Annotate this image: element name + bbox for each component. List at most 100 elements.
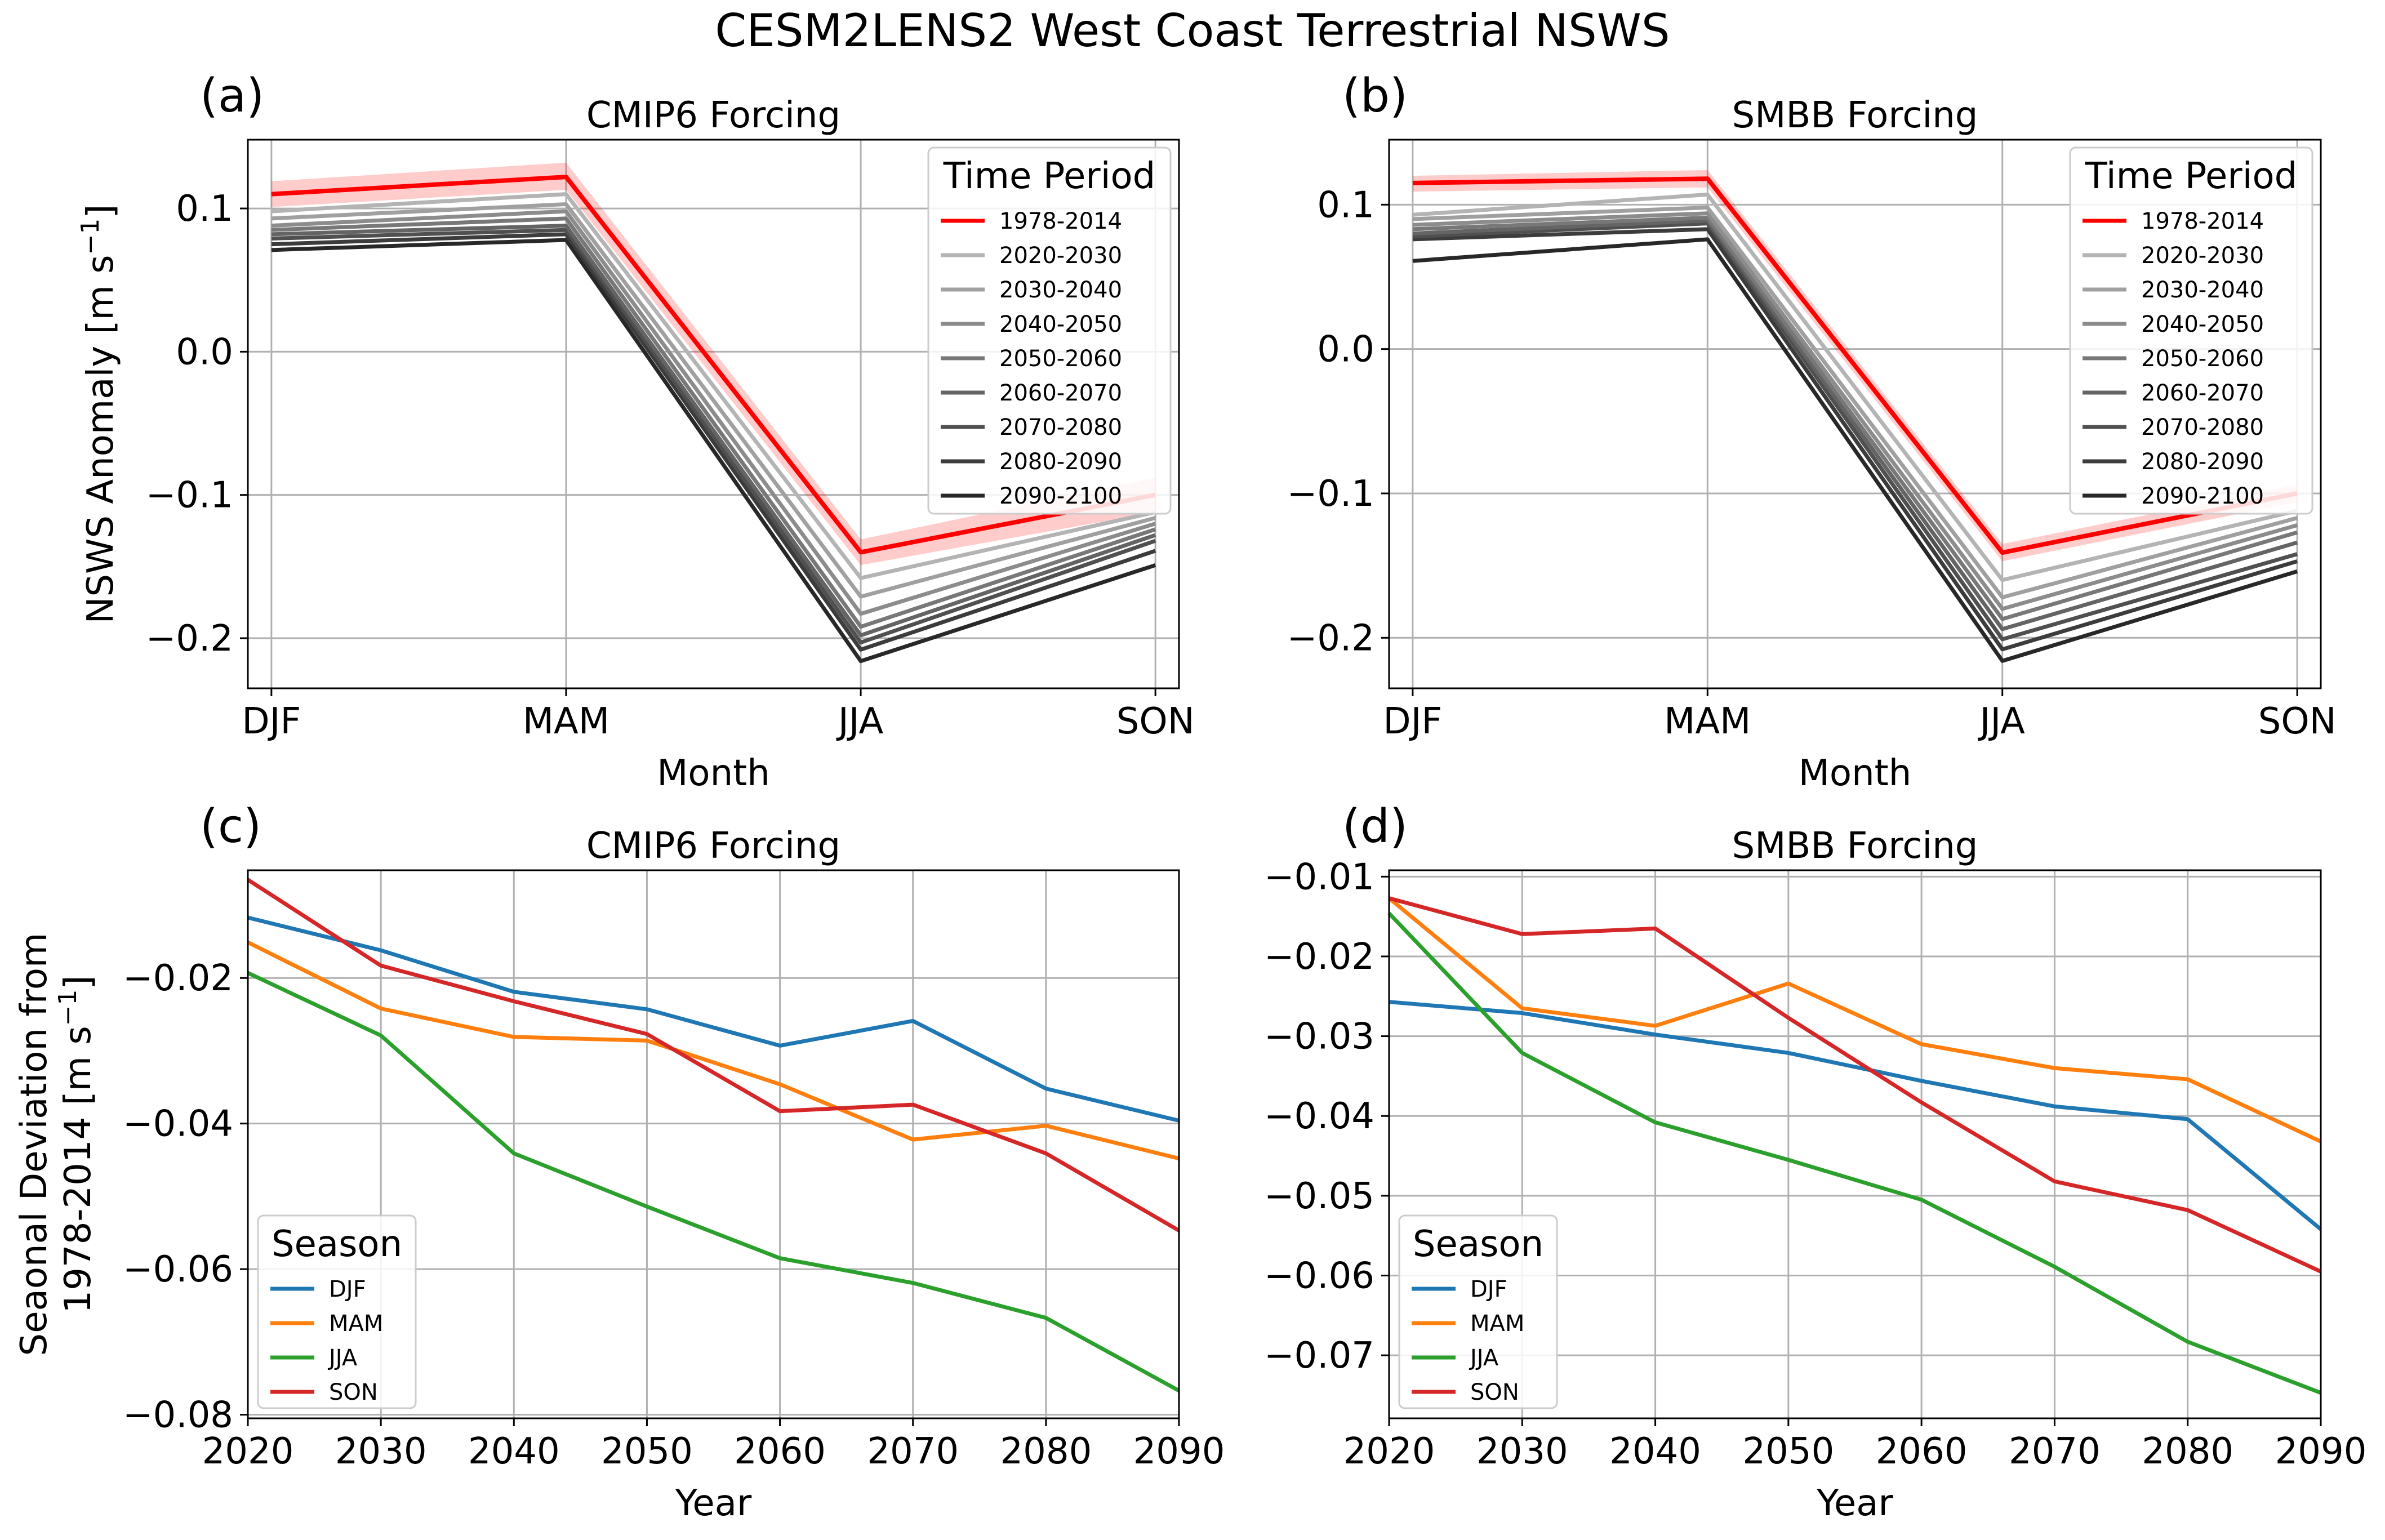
y-tick-label: −0.07 xyxy=(1264,1335,1374,1377)
y-tick-label: −0.06 xyxy=(123,1249,233,1290)
series-lines-d xyxy=(1387,896,2322,1395)
legend-label: SON xyxy=(329,1379,378,1405)
y-tick-label: −0.03 xyxy=(1264,1016,1374,1058)
series-line-MAM xyxy=(247,940,1180,1161)
y-tick-label: 0.0 xyxy=(1317,329,1374,371)
x-tick-label: DJF xyxy=(1383,701,1442,742)
legend-label: 2040-2050 xyxy=(2141,311,2264,337)
legend-d: Season DJF MAM JJA SON xyxy=(1398,1214,1558,1409)
panel-label-a: (a) xyxy=(200,69,264,123)
x-tick-label: 2070 xyxy=(867,1431,959,1472)
y-axis-label-c-sup: −1 xyxy=(54,989,82,1026)
series-line-2040-2050 xyxy=(271,209,1156,616)
panel-label-c: (c) xyxy=(200,800,261,853)
x-tick-label: 2020 xyxy=(1343,1431,1435,1472)
legend-label: DJF xyxy=(1470,1276,1507,1302)
x-tick-label: 2040 xyxy=(468,1431,560,1472)
x-tick-label: MAM xyxy=(1664,701,1751,742)
legend-items-d: DJF MAM JJA SON xyxy=(1412,1276,1524,1405)
panel-title-a: CMIP6 Forcing xyxy=(586,95,840,136)
axes-frame-b xyxy=(1388,139,2322,689)
panel-title-b: SMBB Forcing xyxy=(1732,95,1978,136)
y-tick-label: −0.2 xyxy=(1287,617,1374,659)
legend-label: MAM xyxy=(329,1311,383,1337)
legend-label: DJF xyxy=(329,1276,366,1302)
series-line-2050-2060 xyxy=(271,216,1156,629)
series-line-1978-2014 xyxy=(271,175,1156,555)
x-ticks-c: 2020 2030 2040 2050 2060 2070 2080 2090 xyxy=(202,1418,1225,1472)
panel-label-d: (d) xyxy=(1342,800,1408,853)
series-line-JJA xyxy=(1387,912,2322,1395)
legend-label: 2090-2100 xyxy=(999,483,1122,509)
y-axis-label-c-text: 1978-2014 [m s xyxy=(57,1026,99,1313)
legend-label: 2060-2070 xyxy=(2141,380,2264,406)
series-line-2070-2080 xyxy=(271,228,1156,645)
legend-title-b: Time Period xyxy=(2085,155,2298,197)
x-tick-label: DJF xyxy=(242,701,301,742)
legend-b: Time Period 1978-2014 2020-2030 2030-2040 2… xyxy=(2069,146,2313,515)
legend-box-b xyxy=(2069,146,2313,515)
legend-title-a: Time Period xyxy=(943,155,1156,197)
series-line-2070-2080 xyxy=(1412,221,2298,642)
legend-box-c xyxy=(257,1214,417,1409)
x-ticks-d: 2020 2030 2040 2050 2060 2070 2080 2090 xyxy=(1343,1418,2367,1472)
x-axis-label-b: Month xyxy=(1799,753,1912,794)
series-line-2020-2030 xyxy=(1412,192,2298,582)
panel-label-b: (b) xyxy=(1342,69,1408,123)
x-tick-label: SON xyxy=(2258,701,2337,742)
x-tick-label: 2040 xyxy=(1609,1431,1701,1472)
x-tick-label: 2080 xyxy=(1000,1431,1092,1472)
panel-title-d: SMBB Forcing xyxy=(1732,825,1978,867)
series-line-DJF xyxy=(1389,1000,2322,1231)
series-line-2060-2070 xyxy=(271,224,1156,638)
legend-label: 2060-2070 xyxy=(999,380,1122,406)
legend-title-c: Season xyxy=(272,1223,402,1265)
legend-label: MAM xyxy=(1470,1311,1524,1337)
x-tick-label: 2090 xyxy=(2275,1431,2367,1472)
panel-d: 2020 2030 2040 2050 2060 2070 2080 2090 −0.01−0… xyxy=(1264,800,2367,1524)
series-line-2090-2100 xyxy=(271,238,1156,664)
series-lines-a xyxy=(271,175,1156,664)
y-ticks-b: 0.1 0.0 −0.1 −0.2 xyxy=(1287,184,1389,659)
legend-label: 2030-2040 xyxy=(2141,277,2264,303)
x-axis-label-d: Year xyxy=(1816,1483,1893,1524)
legend-label: 1978-2014 xyxy=(2141,208,2264,234)
y-tick-label: −0.05 xyxy=(1264,1176,1374,1217)
x-tick-label: 2090 xyxy=(1133,1431,1225,1472)
legend-box-a xyxy=(927,146,1172,515)
series-line-SON xyxy=(247,878,1180,1232)
y-tick-label: −0.04 xyxy=(123,1103,233,1145)
y-tick-label: −0.06 xyxy=(1264,1255,1374,1297)
series-lines-c xyxy=(247,878,1180,1392)
axes-frame-a xyxy=(247,139,1180,689)
legend-label: 2070-2080 xyxy=(999,415,1122,440)
y-tick-label: −0.08 xyxy=(123,1395,233,1436)
series-line-DJF xyxy=(247,915,1180,1123)
x-ticks-a: DJF MAM JJA SON xyxy=(242,688,1195,742)
y-tick-label: 0.0 xyxy=(176,331,233,373)
x-axis-label-c: Year xyxy=(675,1483,752,1524)
x-tick-label: 2060 xyxy=(1876,1431,1968,1472)
y-tick-label: −0.02 xyxy=(123,958,233,999)
legend-items-b: 1978-2014 2020-2030 2030-2040 2040-2050 2050… xyxy=(2083,208,2264,509)
x-tick-label: 2070 xyxy=(2009,1431,2101,1472)
series-line-2060-2070 xyxy=(1412,219,2298,631)
panel-b: DJF MAM JJA SON 0.1 0.0 −0.1 −0.2 (b) SMBB For… xyxy=(1287,69,2337,794)
legend-label: 1978-2014 xyxy=(999,208,1122,234)
series-line-2030-2040 xyxy=(271,202,1156,599)
panel-title-c: CMIP6 Forcing xyxy=(586,825,840,867)
y-axis-label-a-text: NSWS Anomaly [m s xyxy=(80,255,122,624)
x-tick-label: JJA xyxy=(1978,701,2026,742)
series-line-2040-2050 xyxy=(1412,211,2298,611)
figure-title: CESM2LENS2 West Coast Terrestrial NSWS xyxy=(715,5,1670,57)
series-line-2030-2040 xyxy=(1412,205,2298,600)
y-tick-label: 0.1 xyxy=(1317,184,1374,226)
legend-label: 2070-2080 xyxy=(2141,415,2264,440)
legend-label: 2080-2090 xyxy=(999,449,1122,475)
panel-c: 2020 2030 2040 2050 2060 2070 2080 2090 −0.02−0… xyxy=(14,800,1225,1524)
series-line-MAM xyxy=(1387,896,2322,1143)
series-lines-b xyxy=(1412,176,2298,663)
panel-a: DJF MAM JJA SON 0.1 0.0 −0.1 −0.2 (a) CMIP6 Fo… xyxy=(76,69,1195,794)
x-tick-label: SON xyxy=(1116,701,1195,742)
x-ticks-b: DJF MAM JJA SON xyxy=(1383,688,2337,742)
